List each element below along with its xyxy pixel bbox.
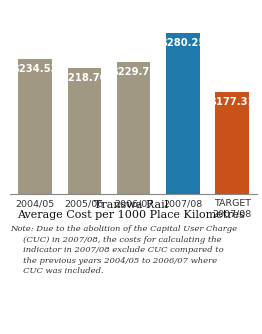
Text: Average Cost per 1000 Place Kilometres: Average Cost per 1000 Place Kilometres	[17, 210, 245, 220]
Text: Note: Due to the abolition of the Capital User Charge
     (CUC) in 2007/08, the: Note: Due to the abolition of the Capita…	[10, 225, 238, 275]
Text: $280.25: $280.25	[160, 38, 206, 48]
Bar	[215, 92, 249, 194]
Bar	[166, 33, 200, 194]
Text: $218.70: $218.70	[62, 73, 107, 83]
Bar	[117, 62, 150, 194]
Text: $177.31: $177.31	[209, 97, 255, 107]
Bar	[18, 59, 52, 194]
Text: Transwa Rail: Transwa Rail	[94, 200, 168, 210]
Bar	[68, 68, 101, 194]
Text: $229.76: $229.76	[111, 67, 156, 77]
Text: $234.53: $234.53	[12, 64, 58, 74]
